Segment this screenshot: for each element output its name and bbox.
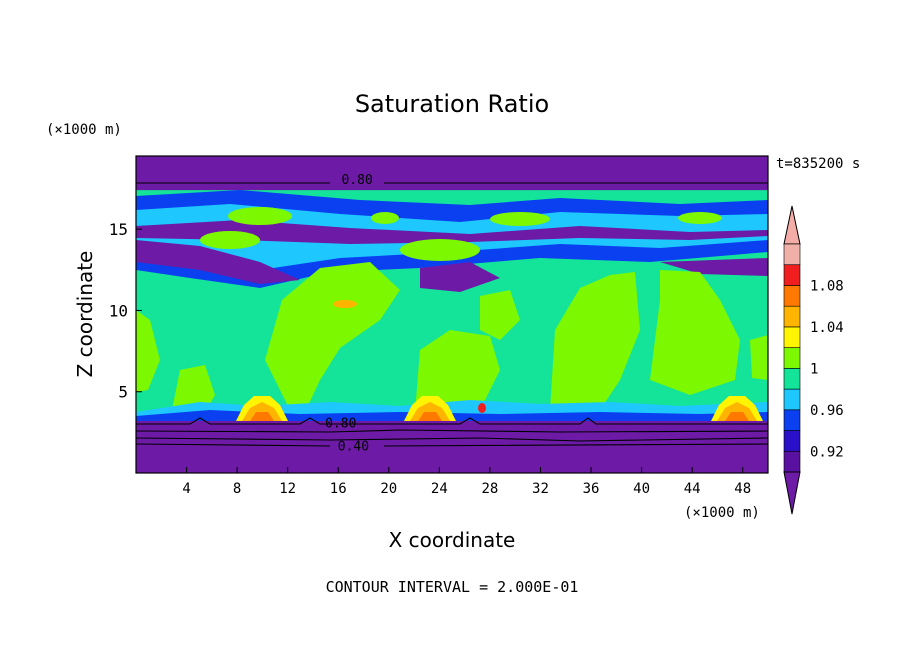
left-dry-tongue	[136, 240, 300, 284]
supersaturation-core	[418, 412, 442, 421]
upper-green-lens	[678, 212, 722, 224]
contour-line-060	[136, 437, 768, 442]
colorbar: 0.92 0.96 1 1.04 1.08	[783, 205, 844, 515]
colorbar-swatch	[783, 243, 801, 266]
colorbar-swatch	[783, 430, 801, 452]
upper-green-lens	[228, 207, 292, 225]
plot-frame	[135, 155, 769, 474]
x-axis-ticks: 4 8 12 16 20 24 28 32 36 40 44 48	[182, 467, 751, 497]
colorbar-tick-label: 1	[810, 361, 818, 377]
x-tick-label: 36	[583, 481, 600, 497]
colorbar-over-triangle	[783, 205, 801, 245]
contour-label: 0.80	[325, 417, 356, 432]
x-tick-label: 40	[633, 481, 650, 497]
supersaturation-core	[250, 412, 274, 421]
contour-label: 0.40	[338, 439, 369, 454]
x-tick-label: 48	[734, 481, 751, 497]
green-cloud-column	[415, 330, 500, 412]
y-tick-label: 10	[109, 301, 128, 320]
green-cloud-column	[550, 272, 640, 410]
time-label: t=835200 s	[776, 156, 860, 172]
y-axis-unit: (×1000 m)	[46, 122, 122, 138]
contour-line-040	[136, 443, 768, 447]
chart-title: Saturation Ratio	[355, 90, 549, 118]
y-tick-label: 15	[109, 220, 128, 239]
x-tick-label: 16	[330, 481, 347, 497]
x-tick-label: 24	[431, 481, 448, 497]
upper-green-lens	[371, 212, 399, 224]
colorbar-swatch	[783, 368, 801, 390]
y-axis-ticks: 5 10 15	[109, 220, 142, 402]
upper-dry-streak	[136, 220, 768, 244]
green-cloud-column	[136, 310, 160, 392]
colorbar-swatch	[783, 409, 801, 431]
upper-green-lens	[490, 212, 550, 226]
green-cloud-column	[265, 262, 400, 412]
x-tick-label: 20	[380, 481, 397, 497]
colorbar-tick-label: 0.92	[810, 444, 844, 460]
contour-line-070	[136, 429, 768, 433]
x-tick-label: 12	[279, 481, 296, 497]
colorbar-under-triangle	[783, 471, 801, 515]
x-tick-label: 4	[182, 481, 190, 497]
red-speck	[478, 403, 486, 413]
mid-dry-pocket	[420, 262, 500, 292]
colorbar-swatch	[783, 326, 801, 348]
contour-lines	[136, 182, 768, 447]
upper-green-lens	[400, 239, 480, 261]
y-axis-label: Z coordinate	[73, 251, 97, 378]
colorbar-tick-label: 1.04	[810, 320, 844, 336]
supersaturation-core	[410, 402, 450, 421]
x-axis-label: X coordinate	[389, 528, 516, 552]
green-cloud-column	[480, 290, 520, 340]
x-tick-label: 44	[684, 481, 701, 497]
x-axis-unit: (×1000 m)	[684, 505, 760, 521]
y-tick-label: 5	[118, 383, 128, 402]
colorbar-swatch	[783, 264, 801, 286]
x-tick-label: 32	[532, 481, 549, 497]
contour-line-080-lower	[136, 417, 768, 425]
supersaturation-core	[242, 402, 282, 421]
supersaturation-core	[717, 402, 757, 421]
green-cloud-column	[650, 270, 740, 395]
colorbar-tick-label: 0.96	[810, 403, 844, 419]
colorbar-swatch	[783, 305, 801, 328]
surface-dry-layer	[136, 420, 768, 473]
upper-green-lens	[200, 231, 260, 249]
colorbar-swatch	[783, 388, 801, 411]
x-tick-label: 8	[233, 481, 241, 497]
supersaturation-core	[725, 412, 749, 421]
colorbar-swatch	[783, 347, 801, 369]
colorbar-swatch	[783, 285, 801, 307]
contour-field	[136, 156, 768, 473]
colorbar-swatch	[783, 450, 801, 473]
contour-interval-footer: CONTOUR INTERVAL = 2.000E-01	[326, 578, 579, 596]
colorbar-tick-label: 1.08	[810, 278, 844, 294]
contour-label: 0.80	[342, 173, 373, 188]
x-tick-label: 28	[481, 481, 498, 497]
green-cloud-column	[750, 335, 768, 380]
contour-labels: 0.80 0.80 0.40	[325, 173, 373, 455]
green-cloud-column	[172, 365, 215, 412]
orange-speck	[333, 300, 357, 308]
right-dry-pocket	[660, 258, 768, 276]
